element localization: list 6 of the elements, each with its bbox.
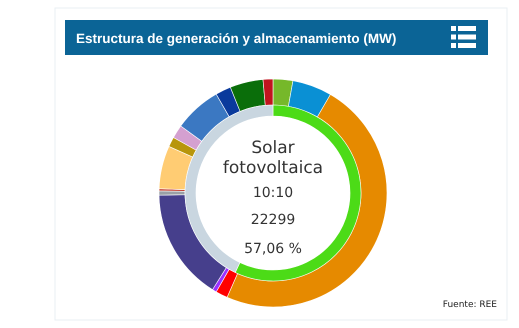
text: 57,06 % xyxy=(244,241,302,257)
source-note: Fuente: REE xyxy=(442,300,498,310)
chart-title: Estructura de generación y almacenamiento (MW) xyxy=(76,31,396,46)
text: 22299 xyxy=(250,212,296,228)
text: 10:10 xyxy=(252,185,294,201)
text: Solar fotovoltaica xyxy=(222,138,324,178)
